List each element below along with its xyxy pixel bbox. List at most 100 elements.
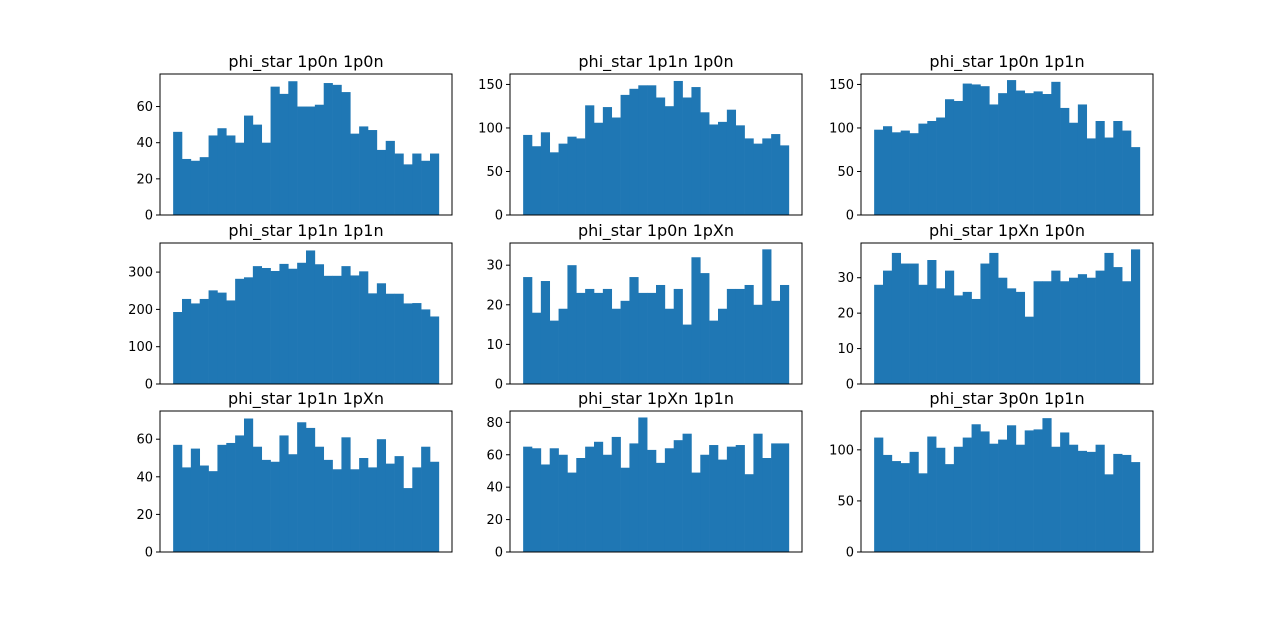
histogram-bar	[350, 133, 360, 215]
histogram-bar	[549, 320, 559, 384]
histogram-bar	[1033, 281, 1043, 384]
histogram-bar	[682, 97, 692, 215]
histogram-bar	[540, 464, 551, 552]
histogram-bar	[936, 447, 946, 552]
y-tick-label: 150	[829, 78, 854, 93]
y-tick-label: 300	[128, 266, 153, 281]
y-tick-label: 0	[145, 546, 153, 561]
y-tick-label: 20	[486, 513, 503, 528]
histogram-bar	[332, 469, 342, 552]
y-tick-label: 10	[486, 338, 503, 353]
axes-frame	[509, 73, 803, 216]
histogram-bar	[323, 83, 333, 215]
histogram-bar	[385, 463, 395, 552]
histogram-bar	[1015, 291, 1026, 384]
histogram-bar	[771, 300, 781, 384]
histogram-bar	[664, 106, 675, 215]
histogram-bar	[226, 135, 236, 215]
subplot-title: phi_star 1p1n 1p1n	[228, 221, 383, 241]
histogram-bar	[962, 83, 972, 215]
histogram-bar	[771, 134, 781, 215]
histogram-bar	[297, 422, 307, 552]
histogram-bar	[726, 288, 737, 384]
y-tick-label: 0	[495, 378, 503, 393]
histogram-bar	[376, 439, 387, 552]
histogram-bar	[368, 467, 378, 552]
histogram-bar	[288, 454, 298, 552]
histogram-bar	[1069, 444, 1079, 552]
histogram-bar	[1060, 107, 1070, 215]
histogram-bar	[883, 126, 893, 215]
histogram-bar	[900, 463, 910, 552]
histogram-bar	[611, 117, 621, 215]
histogram-bar	[656, 97, 666, 215]
histogram-bar	[691, 87, 701, 215]
histogram-bar	[576, 138, 586, 215]
histogram-bar	[753, 143, 763, 215]
histogram-bar	[306, 427, 316, 552]
y-tick-label: 60	[136, 100, 153, 115]
histogram-bar	[1077, 450, 1088, 552]
histogram-bar	[182, 467, 192, 552]
histogram-bar	[656, 284, 666, 384]
histogram-bar	[394, 293, 404, 384]
histogram-bar	[279, 93, 289, 215]
histogram-bar	[883, 270, 893, 384]
y-tick-label: 40	[136, 470, 153, 485]
histogram-bar	[629, 277, 639, 384]
histogram-bar	[700, 273, 710, 384]
histogram-bar	[1033, 429, 1043, 552]
histogram-bar	[1077, 104, 1088, 215]
histogram-bar	[874, 437, 884, 552]
histogram-bar	[368, 293, 378, 384]
histogram-bar	[226, 442, 236, 552]
histogram-bar	[980, 431, 990, 552]
histogram-bar	[691, 257, 701, 384]
subplot-7: phi_star 1p1n 1pXn 0 20 40 60	[136, 389, 453, 561]
histogram-bar	[1007, 288, 1017, 384]
histogram-bar	[1007, 80, 1017, 215]
histogram-bar	[359, 271, 369, 384]
histogram-bar	[883, 454, 893, 552]
y-tick-label: 20	[486, 298, 503, 313]
histogram-bar	[620, 467, 630, 552]
axes-frame	[159, 73, 453, 216]
axes-frame	[159, 242, 453, 385]
histogram-bar	[744, 474, 754, 552]
histogram-bar	[989, 104, 999, 215]
histogram-bar	[1095, 270, 1105, 384]
histogram-bar	[173, 444, 183, 552]
histogram-bar	[199, 465, 209, 552]
y-tick-label: 20	[136, 508, 153, 523]
histogram-bar	[217, 292, 227, 384]
histogram-bar	[998, 439, 1008, 552]
subplot-1: phi_star 1p0n 1p0n 0 20 40 60	[136, 52, 453, 224]
histogram-bar	[874, 284, 884, 384]
histogram-bar	[1042, 281, 1052, 384]
histogram-bar	[691, 472, 701, 552]
y-tick-label: 0	[846, 378, 854, 393]
histogram-bar	[1095, 121, 1105, 215]
histogram-bar	[208, 135, 218, 215]
histogram-bar	[971, 84, 981, 215]
y-tick-label: 100	[829, 443, 854, 458]
y-tick-label: 150	[478, 78, 503, 93]
histogram-bar	[735, 445, 745, 552]
histogram-bar	[594, 292, 604, 384]
histogram-bar	[1042, 418, 1052, 552]
histogram-bar	[217, 128, 227, 215]
histogram-bar	[945, 464, 955, 552]
histogram-bar	[430, 153, 440, 215]
histogram-bar	[1086, 277, 1096, 384]
histogram-bar	[270, 461, 280, 552]
histogram-bar	[1122, 454, 1132, 552]
histogram-bar	[909, 133, 919, 215]
histogram-bar	[753, 433, 763, 552]
histogram-bar	[421, 446, 431, 552]
histogram-bar	[1024, 430, 1034, 552]
histogram-bar	[270, 270, 280, 384]
histogram-bar	[297, 106, 307, 215]
histogram-bar	[629, 443, 639, 552]
y-tick-label: 100	[829, 121, 854, 136]
histogram-bar	[558, 454, 568, 552]
